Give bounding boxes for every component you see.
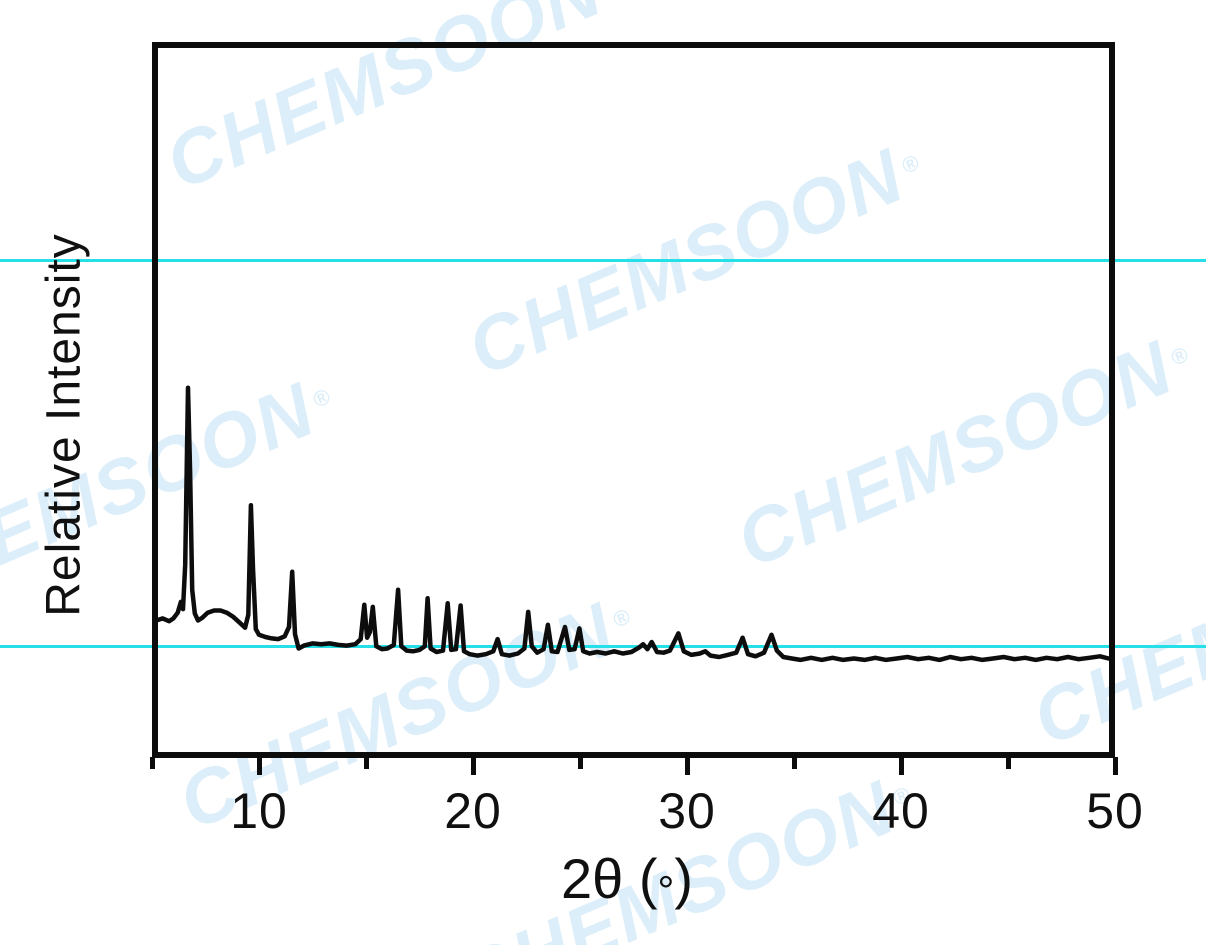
watermark-line bbox=[0, 645, 1206, 648]
watermark-line bbox=[0, 259, 1206, 262]
registered-mark: ® bbox=[889, 780, 916, 811]
x-tick-label: 50 bbox=[1086, 783, 1144, 839]
xrd-curve bbox=[152, 385, 1115, 663]
x-tick bbox=[684, 757, 690, 775]
registered-mark: ® bbox=[1167, 340, 1194, 371]
x-tick bbox=[577, 757, 583, 769]
plot-frame bbox=[152, 42, 1115, 758]
y-axis-title: Relative Intensity bbox=[37, 233, 91, 617]
degree-symbol: ° bbox=[657, 866, 675, 914]
x-tick bbox=[1005, 757, 1011, 769]
x-tick bbox=[470, 757, 476, 775]
x-tick bbox=[149, 757, 155, 769]
x-tick bbox=[1112, 757, 1118, 775]
x-tick bbox=[791, 757, 797, 769]
x-tick-label: 20 bbox=[444, 783, 502, 839]
xrd-trace bbox=[152, 385, 1115, 663]
x-axis-title: 2θ (°) bbox=[561, 847, 693, 914]
